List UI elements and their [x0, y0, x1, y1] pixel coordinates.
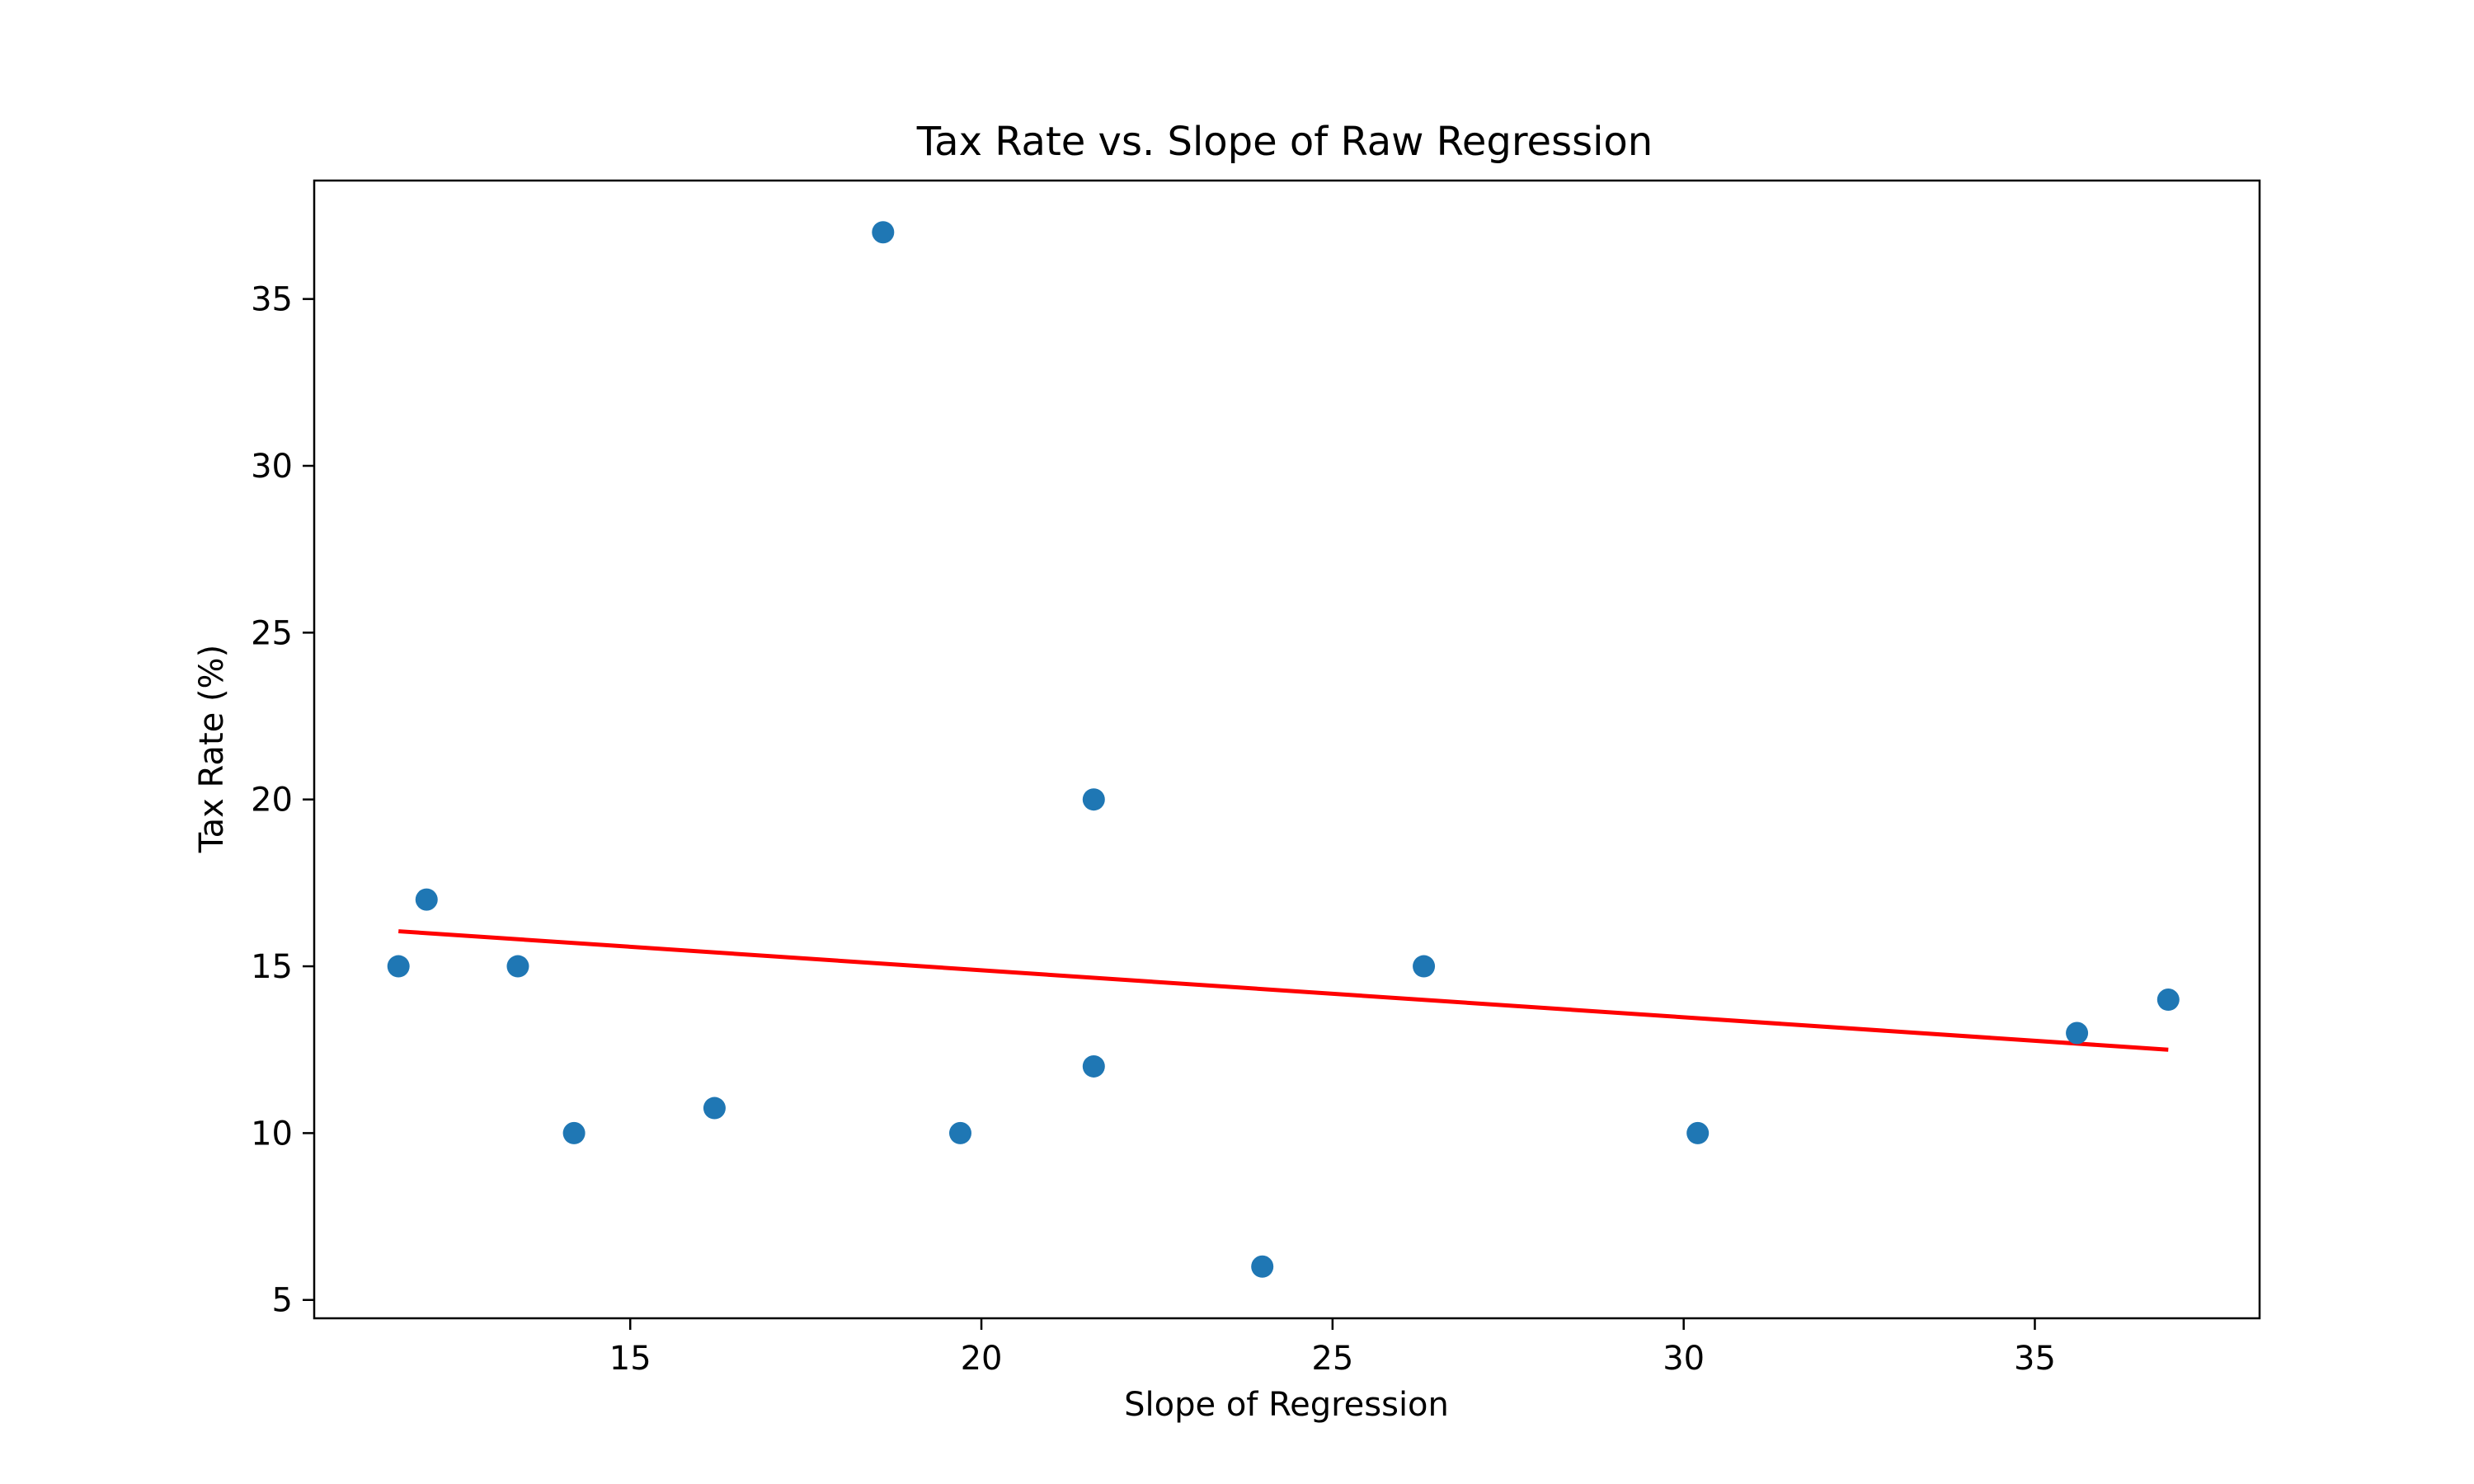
- scatter-point: [506, 955, 529, 978]
- scatter-point: [948, 1121, 971, 1144]
- chart-title: Tax Rate vs. Slope of Raw Regression: [916, 119, 1653, 165]
- scatter-point: [703, 1097, 726, 1120]
- x-axis-label: Slope of Regression: [1124, 1386, 1449, 1424]
- x-tick-label: 15: [609, 1340, 651, 1378]
- y-tick-label: 20: [251, 782, 293, 819]
- y-tick-label: 35: [251, 281, 293, 319]
- y-tick-label: 25: [251, 614, 293, 652]
- scatter-point: [1251, 1255, 1274, 1278]
- scatter-point: [2157, 989, 2180, 1012]
- y-axis-ticks: 5 10 15 20 25 30 35: [251, 281, 314, 1320]
- y-tick-label: 5: [272, 1282, 293, 1320]
- x-axis-ticks: 15 20 25 30 35: [609, 1318, 2056, 1378]
- plot-area-frame: [313, 179, 2261, 1320]
- scatter-point: [1082, 1054, 1105, 1078]
- scatter-point: [1413, 955, 1436, 978]
- scatter-point: [1082, 788, 1105, 811]
- scatter-point: [562, 1121, 586, 1144]
- scatter-points: [387, 221, 2180, 1278]
- trendline-layer: [398, 929, 2169, 1052]
- y-axis-label: Tax Rate (%): [193, 645, 231, 853]
- x-tick-label: 25: [1311, 1340, 1353, 1378]
- y-tick-label: 30: [251, 448, 293, 486]
- x-tick-label: 30: [1663, 1340, 1705, 1378]
- scatter-point: [1686, 1121, 1710, 1144]
- regression-trendline: [398, 929, 2169, 1052]
- scatter-point: [387, 955, 410, 978]
- scatter-point: [2066, 1021, 2089, 1045]
- y-tick-label: 15: [251, 948, 293, 986]
- x-tick-label: 20: [961, 1340, 1003, 1378]
- scatter-point: [872, 221, 895, 244]
- scatter-point: [415, 888, 438, 911]
- x-tick-label: 35: [2014, 1340, 2056, 1378]
- y-tick-label: 10: [251, 1115, 293, 1153]
